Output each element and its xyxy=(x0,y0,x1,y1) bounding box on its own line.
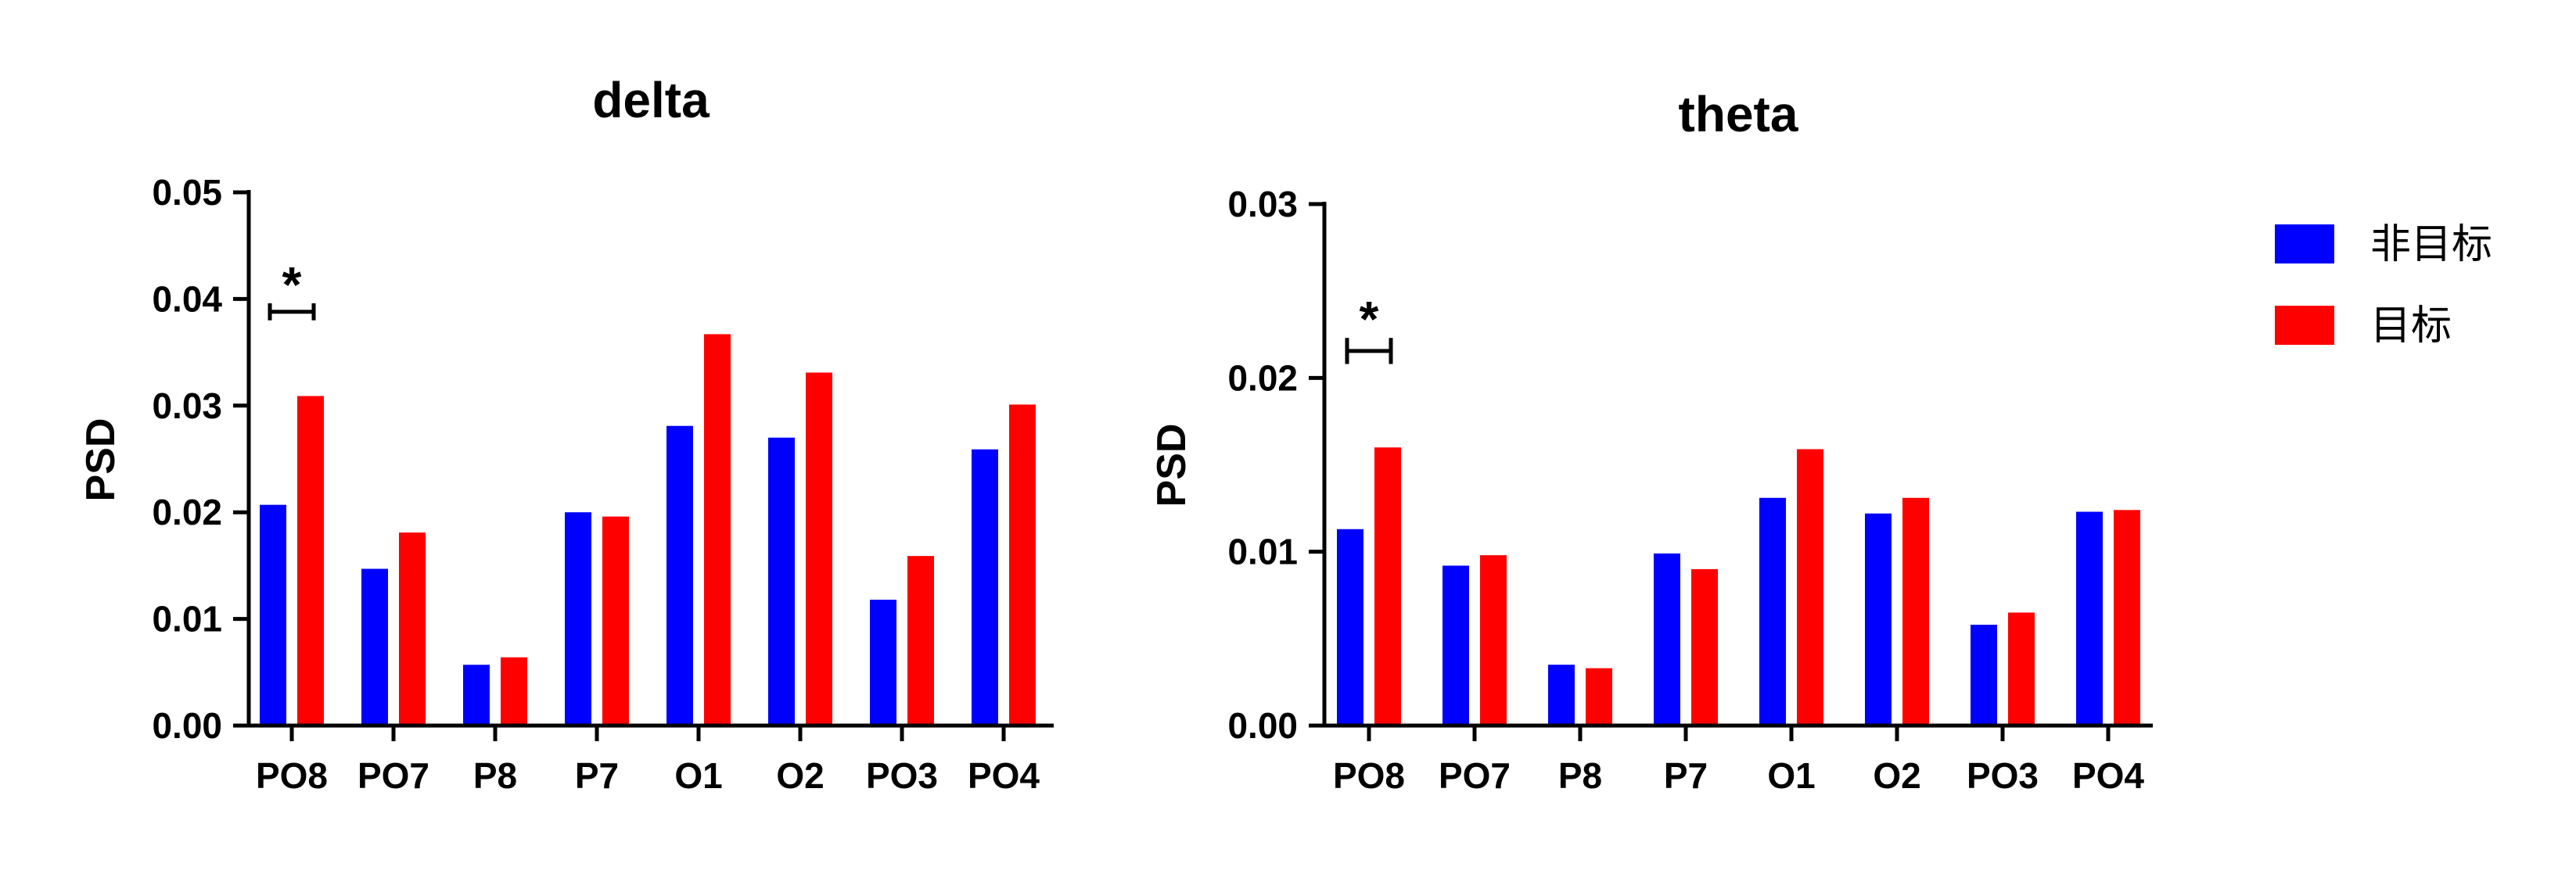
chart-title: delta xyxy=(592,72,710,128)
bar-PO7-non-target xyxy=(361,568,388,726)
bar-P7-non-target xyxy=(1654,553,1680,726)
x-tick-label: O2 xyxy=(776,755,824,796)
bar-O1-non-target xyxy=(1759,497,1786,726)
bar-P7-target xyxy=(602,516,629,726)
bar-P8-non-target xyxy=(1548,665,1575,726)
bar-PO4-non-target xyxy=(972,449,998,726)
bar-PO7-non-target xyxy=(1442,565,1469,726)
x-tick-label: O1 xyxy=(674,755,722,796)
bar-O1-target xyxy=(704,334,731,726)
significance-marker: * xyxy=(268,256,316,321)
y-axis-label: PSD xyxy=(1149,424,1195,507)
legend-label-target: 目标 xyxy=(2370,303,2452,349)
bar-PO3-target xyxy=(2008,612,2035,726)
bar-O1-non-target xyxy=(666,425,693,726)
bar-PO3-non-target xyxy=(870,600,896,726)
bar-PO4-target xyxy=(1009,404,1036,726)
x-tick-label: P8 xyxy=(473,755,517,796)
legend-swatch-target xyxy=(2275,306,2334,345)
bar-O2-target xyxy=(806,372,832,726)
x-tick-label: PO7 xyxy=(357,755,429,796)
legend: 非目标 目标 xyxy=(2275,221,2492,349)
significance-star: * xyxy=(1360,291,1379,347)
legend-label-non-target: 非目标 xyxy=(2370,221,2492,268)
x-tick-label: P8 xyxy=(1558,755,1602,796)
x-tick-label: PO7 xyxy=(1439,755,1511,796)
y-tick-label: 0.01 xyxy=(1227,532,1298,572)
bar-O2-non-target xyxy=(768,437,795,726)
y-tick-label: 0.02 xyxy=(152,492,222,532)
y-tick-label: 0.00 xyxy=(1227,705,1298,746)
x-tick-label: P7 xyxy=(575,755,619,796)
x-tick-label: P7 xyxy=(1664,755,1708,796)
bar-PO8-non-target xyxy=(1337,529,1363,726)
x-tick-label: O1 xyxy=(1767,755,1815,796)
significance-star: * xyxy=(282,256,302,313)
y-tick-label: 0.00 xyxy=(152,705,222,746)
x-tick-label: PO3 xyxy=(866,755,938,796)
chart-title: theta xyxy=(1679,86,1798,142)
x-tick-label: PO4 xyxy=(2072,755,2144,796)
x-tick-label: PO8 xyxy=(256,755,328,796)
bar-P7-target xyxy=(1691,568,1718,726)
y-tick-label: 0.04 xyxy=(152,278,222,319)
y-tick-label: 0.05 xyxy=(152,172,222,213)
bar-PO3-target xyxy=(907,556,934,726)
y-tick-label: 0.01 xyxy=(152,599,222,640)
bar-P8-target xyxy=(1586,668,1612,726)
chart-delta: delta PSD PO8 PO7 P8 P7 O1 O2 PO3 PO4 0.00 0.01 0.02… xyxy=(78,72,1054,796)
bar-P8-target xyxy=(501,657,527,726)
chart-theta: theta PSD PO8 PO7 P8 P7 O1 O2 PO3 PO4 0.00 0.01 0.02… xyxy=(1149,86,2153,796)
x-tick-label: O2 xyxy=(1873,755,1920,796)
y-tick-label: 0.02 xyxy=(1227,357,1298,398)
bar-PO4-target xyxy=(2114,510,2140,726)
bar-PO7-target xyxy=(1480,555,1507,726)
bar-O2-target xyxy=(1902,497,1929,726)
bar-O1-target xyxy=(1797,449,1823,726)
bar-PO7-target xyxy=(399,532,426,726)
x-tick-label: PO4 xyxy=(968,755,1040,796)
legend-swatch-non-target xyxy=(2275,224,2334,263)
x-tick-label: PO3 xyxy=(1967,755,2039,796)
bar-PO3-non-target xyxy=(1971,625,1997,726)
bar-P8-non-target xyxy=(463,665,490,726)
significance-marker: * xyxy=(1345,291,1393,364)
bar-PO8-target xyxy=(1374,447,1401,726)
y-tick-label: 0.03 xyxy=(152,385,222,426)
bar-PO4-non-target xyxy=(2076,511,2103,726)
bar-PO8-target xyxy=(297,396,324,726)
bar-O2-non-target xyxy=(1865,513,1892,726)
bar-PO8-non-target xyxy=(260,504,286,726)
bar-P7-non-target xyxy=(565,512,591,726)
y-axis-label: PSD xyxy=(78,418,124,502)
y-tick-label: 0.03 xyxy=(1227,184,1298,224)
x-tick-label: PO8 xyxy=(1333,755,1405,796)
